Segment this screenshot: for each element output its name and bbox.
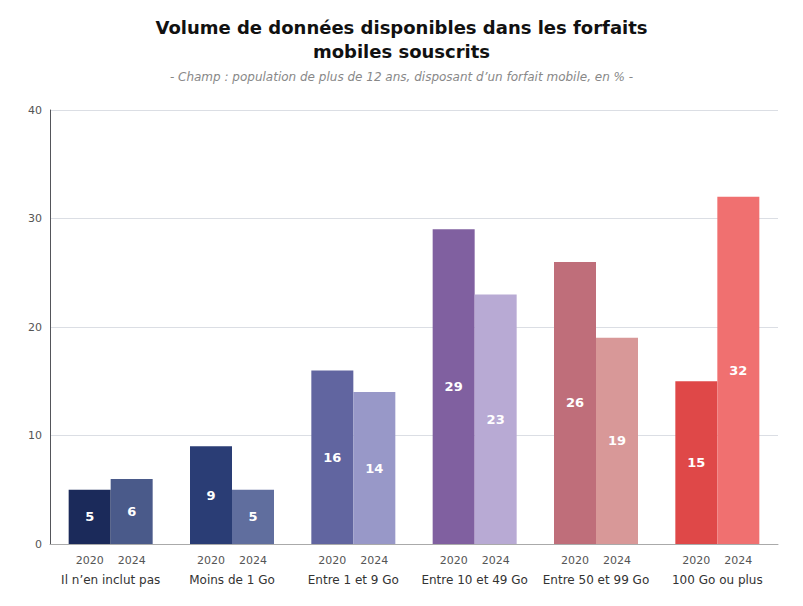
svg-text:2020: 2020 — [197, 554, 225, 567]
svg-text:2024: 2024 — [482, 554, 510, 567]
svg-text:Entre 1 et 9 Go: Entre 1 et 9 Go — [308, 573, 399, 587]
svg-text:14: 14 — [365, 461, 383, 476]
svg-text:2020: 2020 — [76, 554, 104, 567]
svg-text:2024: 2024 — [603, 554, 631, 567]
svg-text:2024: 2024 — [239, 554, 267, 567]
svg-text:- Champ : population de plus d: - Champ : population de plus de 12 ans, … — [170, 70, 633, 84]
svg-text:Moins de 1 Go: Moins de 1 Go — [189, 573, 275, 587]
svg-text:2024: 2024 — [360, 554, 388, 567]
svg-text:10: 10 — [28, 429, 42, 442]
svg-text:100 Go ou plus: 100 Go ou plus — [672, 573, 763, 587]
svg-text:40: 40 — [28, 104, 42, 117]
svg-text:29: 29 — [445, 379, 463, 394]
svg-text:15: 15 — [687, 455, 705, 470]
svg-text:2020: 2020 — [682, 554, 710, 567]
svg-text:5: 5 — [248, 509, 257, 524]
svg-text:16: 16 — [323, 450, 341, 465]
svg-text:2024: 2024 — [724, 554, 752, 567]
svg-text:23: 23 — [487, 412, 505, 427]
svg-text:Il n’en inclut pas: Il n’en inclut pas — [61, 573, 160, 587]
svg-text:mobiles souscrits: mobiles souscrits — [313, 41, 490, 62]
svg-text:26: 26 — [566, 395, 584, 410]
svg-text:2020: 2020 — [561, 554, 589, 567]
svg-text:19: 19 — [608, 433, 626, 448]
svg-text:Entre 10 et 49 Go: Entre 10 et 49 Go — [421, 573, 527, 587]
svg-text:32: 32 — [729, 363, 747, 378]
svg-text:5: 5 — [85, 509, 94, 524]
svg-text:6: 6 — [127, 504, 136, 519]
svg-text:30: 30 — [28, 212, 42, 225]
svg-text:Entre 50 et 99 Go: Entre 50 et 99 Go — [543, 573, 649, 587]
svg-text:2020: 2020 — [318, 554, 346, 567]
svg-text:0: 0 — [35, 538, 42, 551]
svg-text:2024: 2024 — [118, 554, 146, 567]
svg-text:20: 20 — [28, 321, 42, 334]
svg-text:2020: 2020 — [440, 554, 468, 567]
svg-text:9: 9 — [206, 488, 215, 503]
svg-text:Volume de données disponibles: Volume de données disponibles dans les f… — [155, 17, 647, 38]
